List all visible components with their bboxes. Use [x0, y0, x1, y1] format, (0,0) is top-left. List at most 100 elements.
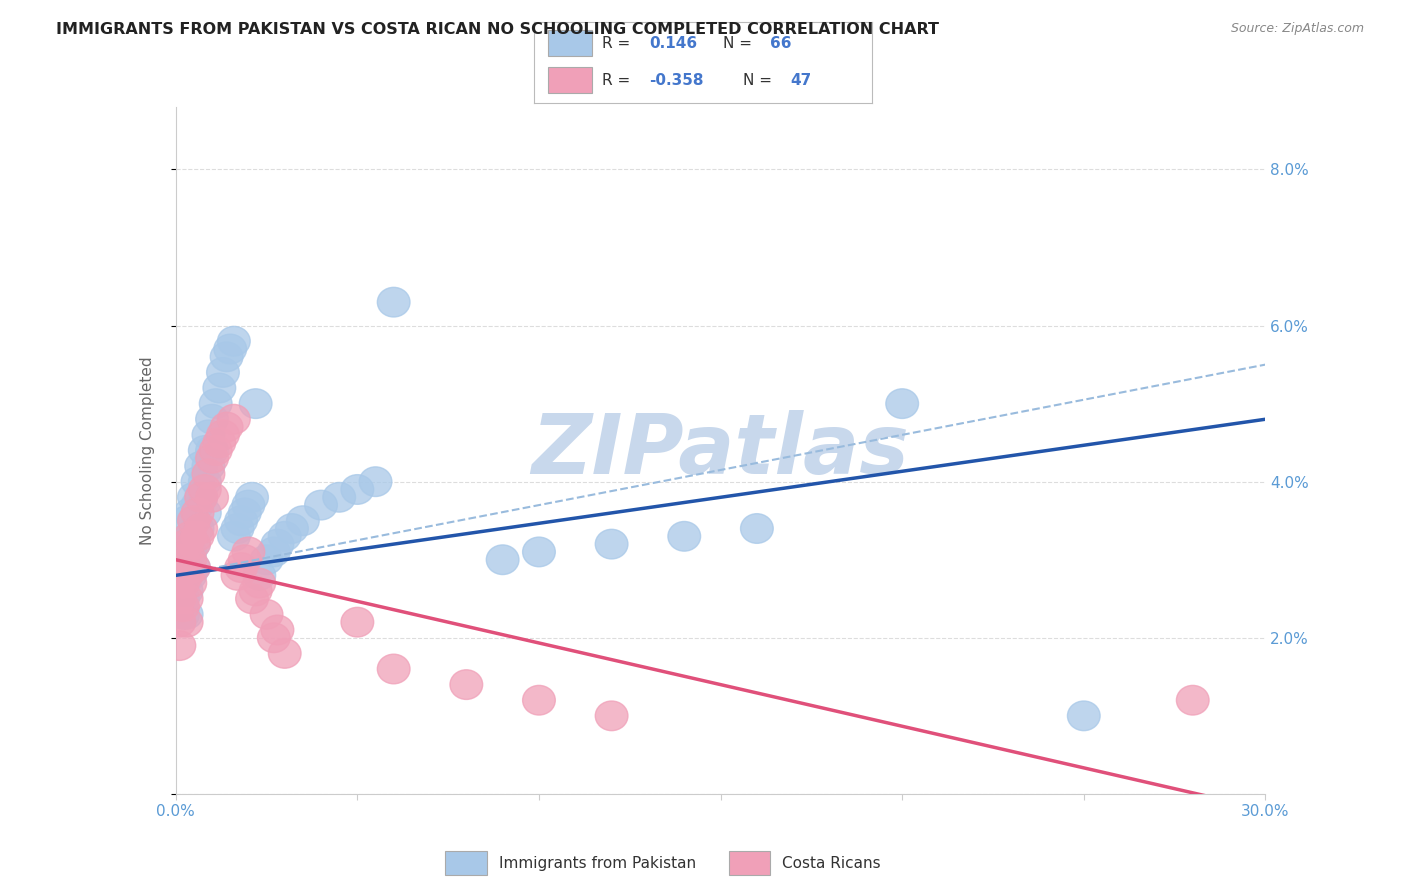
Ellipse shape — [170, 560, 202, 591]
Ellipse shape — [193, 459, 225, 489]
Ellipse shape — [195, 404, 228, 434]
Ellipse shape — [181, 498, 214, 528]
Ellipse shape — [243, 560, 276, 591]
Ellipse shape — [163, 545, 195, 574]
Ellipse shape — [202, 373, 236, 403]
Bar — [728, 851, 770, 875]
Ellipse shape — [305, 491, 337, 520]
Ellipse shape — [218, 522, 250, 551]
Text: R =: R = — [602, 72, 630, 87]
Ellipse shape — [170, 529, 202, 559]
Ellipse shape — [174, 498, 207, 528]
Ellipse shape — [211, 412, 243, 442]
Ellipse shape — [377, 287, 411, 317]
Text: Costa Ricans: Costa Ricans — [782, 855, 880, 871]
Ellipse shape — [195, 483, 228, 512]
Ellipse shape — [193, 420, 225, 450]
Ellipse shape — [262, 615, 294, 645]
Ellipse shape — [174, 522, 207, 551]
Ellipse shape — [163, 560, 195, 591]
Ellipse shape — [257, 537, 290, 566]
Ellipse shape — [163, 607, 195, 637]
Ellipse shape — [276, 514, 308, 543]
Ellipse shape — [177, 506, 211, 535]
Ellipse shape — [177, 553, 211, 582]
Ellipse shape — [170, 529, 202, 559]
Ellipse shape — [167, 591, 200, 622]
Ellipse shape — [523, 685, 555, 715]
Ellipse shape — [181, 514, 214, 543]
Ellipse shape — [188, 475, 221, 504]
Text: N =: N = — [723, 36, 752, 51]
Ellipse shape — [202, 428, 236, 458]
Ellipse shape — [239, 576, 271, 606]
Ellipse shape — [236, 584, 269, 614]
Ellipse shape — [243, 568, 276, 598]
Ellipse shape — [221, 560, 254, 591]
Ellipse shape — [741, 514, 773, 543]
Ellipse shape — [886, 389, 918, 418]
Text: Source: ZipAtlas.com: Source: ZipAtlas.com — [1230, 22, 1364, 36]
Ellipse shape — [595, 529, 628, 559]
Ellipse shape — [174, 537, 207, 566]
Ellipse shape — [377, 654, 411, 684]
Ellipse shape — [323, 483, 356, 512]
Text: R =: R = — [602, 36, 630, 51]
Text: 47: 47 — [790, 72, 813, 87]
Ellipse shape — [250, 545, 283, 574]
Ellipse shape — [163, 560, 195, 591]
Ellipse shape — [193, 451, 225, 481]
Ellipse shape — [218, 326, 250, 356]
Ellipse shape — [207, 358, 239, 387]
Ellipse shape — [184, 451, 218, 481]
Text: -0.358: -0.358 — [650, 72, 703, 87]
Ellipse shape — [195, 435, 228, 466]
Ellipse shape — [450, 670, 482, 699]
Ellipse shape — [239, 389, 271, 418]
Ellipse shape — [184, 483, 218, 512]
Ellipse shape — [181, 491, 214, 520]
Ellipse shape — [269, 639, 301, 668]
Ellipse shape — [1067, 701, 1099, 731]
Ellipse shape — [170, 599, 202, 629]
Ellipse shape — [1177, 685, 1209, 715]
Ellipse shape — [174, 545, 207, 574]
Ellipse shape — [188, 498, 221, 528]
Ellipse shape — [163, 631, 195, 660]
Ellipse shape — [167, 584, 200, 614]
Ellipse shape — [287, 506, 319, 535]
Text: 0.146: 0.146 — [650, 36, 697, 51]
Ellipse shape — [163, 591, 195, 622]
Ellipse shape — [269, 522, 301, 551]
Ellipse shape — [170, 607, 202, 637]
Ellipse shape — [257, 623, 290, 653]
Ellipse shape — [167, 553, 200, 582]
Text: N =: N = — [744, 72, 772, 87]
Ellipse shape — [170, 553, 202, 582]
Ellipse shape — [221, 514, 254, 543]
Ellipse shape — [167, 529, 200, 559]
Ellipse shape — [207, 420, 239, 450]
Ellipse shape — [184, 514, 218, 543]
Text: Immigrants from Pakistan: Immigrants from Pakistan — [499, 855, 696, 871]
Ellipse shape — [668, 522, 700, 551]
Ellipse shape — [188, 435, 221, 466]
Ellipse shape — [595, 701, 628, 731]
Bar — [548, 30, 592, 56]
Text: IMMIGRANTS FROM PAKISTAN VS COSTA RICAN NO SCHOOLING COMPLETED CORRELATION CHART: IMMIGRANTS FROM PAKISTAN VS COSTA RICAN … — [56, 22, 939, 37]
Ellipse shape — [232, 491, 264, 520]
Ellipse shape — [167, 599, 200, 629]
Ellipse shape — [200, 435, 232, 466]
Ellipse shape — [218, 404, 250, 434]
Ellipse shape — [170, 576, 202, 606]
Ellipse shape — [181, 467, 214, 497]
Ellipse shape — [167, 568, 200, 598]
Ellipse shape — [170, 506, 202, 535]
Ellipse shape — [188, 467, 221, 497]
Ellipse shape — [177, 553, 211, 582]
Ellipse shape — [181, 522, 214, 551]
Ellipse shape — [177, 506, 211, 535]
Ellipse shape — [262, 529, 294, 559]
Ellipse shape — [200, 389, 232, 418]
Ellipse shape — [486, 545, 519, 574]
